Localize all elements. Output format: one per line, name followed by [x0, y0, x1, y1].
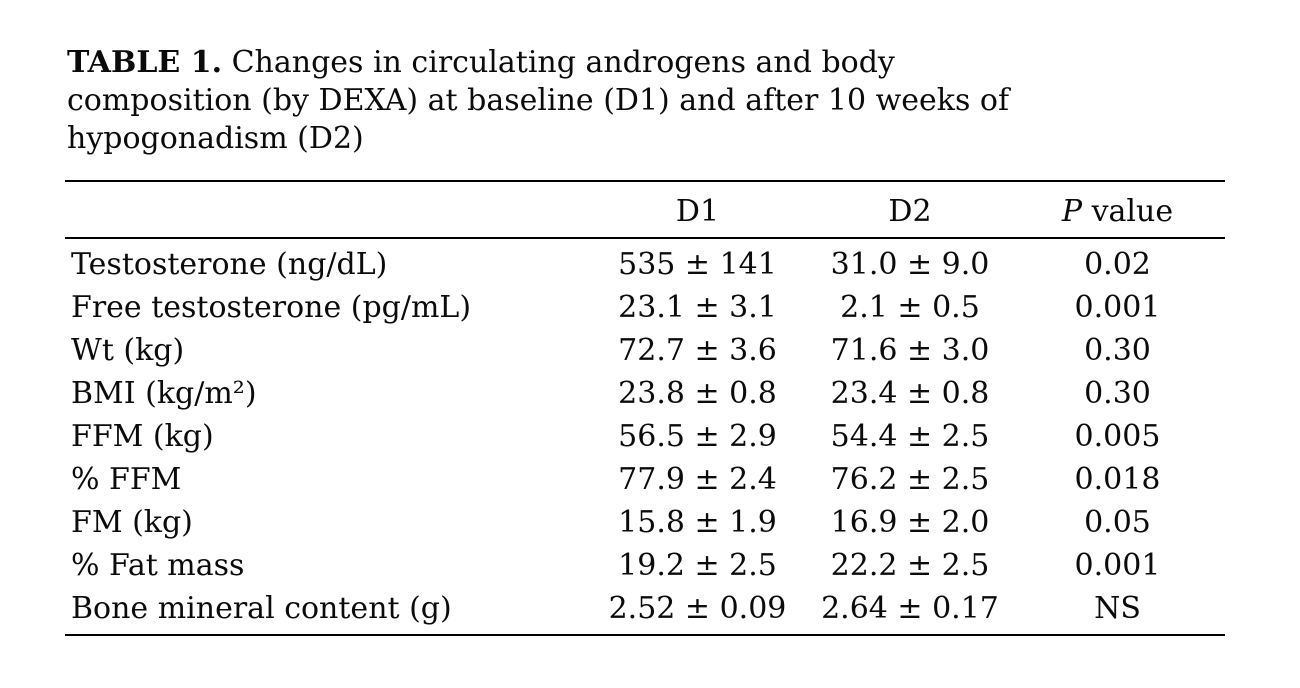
header-row: D1 D2 P value — [65, 181, 1225, 239]
p-value: 0.005 — [1074, 419, 1161, 454]
row-label: Wt (kg) — [71, 333, 185, 368]
d2-value: 23.4 ± 0.8 — [830, 376, 990, 411]
header-p-italic: P — [1061, 194, 1083, 229]
p-value: 0.001 — [1074, 290, 1161, 325]
p-value: NS — [1094, 591, 1141, 626]
table-row: Wt (kg) 72.7 ± 3.6 71.6 ± 3.0 0.30 — [65, 329, 1225, 372]
results-table: D1 D2 P value Testosterone (ng/dL) 535 ±… — [65, 180, 1225, 636]
header-metric — [65, 181, 585, 239]
caption-line-1-text: Changes in circulating androgens and bod… — [231, 45, 895, 80]
table-row: FM (kg) 15.8 ± 1.9 16.9 ± 2.0 0.05 — [65, 501, 1225, 544]
caption-line-3: hypogonadism (D2) — [67, 121, 364, 156]
d2-value: 31.0 ± 9.0 — [830, 247, 990, 282]
d2-value: 71.6 ± 3.0 — [830, 333, 990, 368]
table-caption: TABLE 1. Changes in circulating androgen… — [67, 44, 1177, 158]
row-label: Testosterone (ng/dL) — [71, 247, 388, 282]
d1-value: 535 ± 141 — [618, 247, 777, 282]
table-caption-label: TABLE 1. — [67, 45, 223, 80]
d2-value: 16.9 ± 2.0 — [830, 505, 990, 540]
row-label: Free testosterone (pg/mL) — [71, 290, 472, 325]
header-d1: D1 — [585, 181, 810, 239]
row-label: FM (kg) — [71, 505, 193, 540]
caption-line-1: TABLE 1. Changes in circulating androgen… — [67, 45, 895, 80]
row-label: % FFM — [71, 462, 182, 497]
d2-value: 2.1 ± 0.5 — [840, 290, 980, 325]
p-value: 0.018 — [1074, 462, 1161, 497]
p-value: 0.30 — [1084, 376, 1151, 411]
table-row: Free testosterone (pg/mL) 23.1 ± 3.1 2.1… — [65, 286, 1225, 329]
table-row: BMI (kg/m²) 23.8 ± 0.8 23.4 ± 0.8 0.30 — [65, 372, 1225, 415]
table-row: FFM (kg) 56.5 ± 2.9 54.4 ± 2.5 0.005 — [65, 415, 1225, 458]
table-row: Testosterone (ng/dL) 535 ± 141 31.0 ± 9.… — [65, 238, 1225, 286]
p-value: 0.001 — [1074, 548, 1161, 583]
p-value: 0.05 — [1084, 505, 1151, 540]
row-label: Bone mineral content (g) — [71, 591, 452, 626]
caption-line-2: composition (by DEXA) at baseline (D1) a… — [67, 83, 1010, 118]
row-label: % Fat mass — [71, 548, 245, 583]
table-body: Testosterone (ng/dL) 535 ± 141 31.0 ± 9.… — [65, 238, 1225, 635]
d1-value: 56.5 ± 2.9 — [618, 419, 777, 454]
d1-value: 23.8 ± 0.8 — [618, 376, 777, 411]
table-row: Bone mineral content (g) 2.52 ± 0.09 2.6… — [65, 587, 1225, 635]
d1-value: 15.8 ± 1.9 — [618, 505, 777, 540]
header-p-rest: value — [1082, 194, 1174, 229]
d2-value: 54.4 ± 2.5 — [830, 419, 990, 454]
header-p-value: P value — [1010, 181, 1225, 239]
d1-value: 72.7 ± 3.6 — [618, 333, 777, 368]
d1-value: 19.2 ± 2.5 — [618, 548, 777, 583]
d2-value: 76.2 ± 2.5 — [830, 462, 990, 497]
d1-value: 2.52 ± 0.09 — [608, 591, 787, 626]
p-value: 0.02 — [1084, 247, 1151, 282]
table-row: % Fat mass 19.2 ± 2.5 22.2 ± 2.5 0.001 — [65, 544, 1225, 587]
header-d2: D2 — [810, 181, 1010, 239]
row-label: BMI (kg/m²) — [71, 376, 257, 411]
d2-value: 22.2 ± 2.5 — [830, 548, 990, 583]
p-value: 0.30 — [1084, 333, 1151, 368]
table-header: D1 D2 P value — [65, 181, 1225, 239]
table-row: % FFM 77.9 ± 2.4 76.2 ± 2.5 0.018 — [65, 458, 1225, 501]
d2-value: 2.64 ± 0.17 — [821, 591, 999, 626]
d1-value: 23.1 ± 3.1 — [618, 290, 777, 325]
row-label: FFM (kg) — [71, 419, 214, 454]
d1-value: 77.9 ± 2.4 — [618, 462, 777, 497]
